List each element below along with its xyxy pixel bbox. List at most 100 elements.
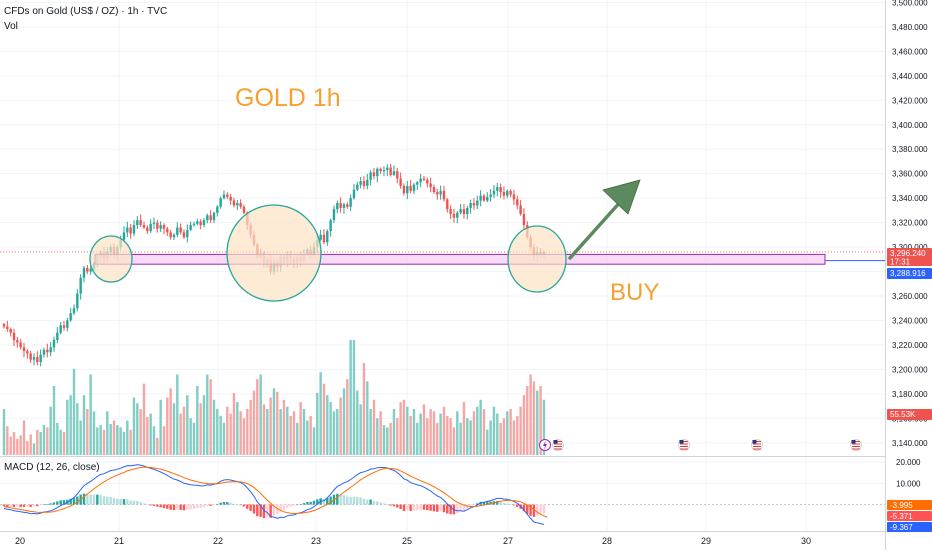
candle-body bbox=[132, 225, 136, 234]
macd-histogram-bar bbox=[132, 500, 136, 505]
candle-body bbox=[439, 190, 442, 195]
macd-histogram-bar bbox=[359, 497, 362, 505]
volume-bar bbox=[69, 395, 72, 455]
level-badge: 3,288.916 bbox=[887, 268, 932, 279]
macd-histogram-bar bbox=[19, 504, 22, 507]
overlays: GOLD 1h BUY bbox=[0, 84, 885, 451]
volume-bar bbox=[66, 399, 69, 455]
candle-body bbox=[389, 167, 392, 175]
volume-bar bbox=[486, 429, 489, 455]
macd-histogram-bar bbox=[366, 499, 369, 505]
candle-body bbox=[496, 187, 499, 191]
candle-body bbox=[172, 234, 176, 238]
candle-body bbox=[509, 190, 512, 195]
volume-bar bbox=[449, 418, 452, 455]
macd-histogram-bar bbox=[449, 504, 452, 515]
candle-body bbox=[222, 194, 226, 199]
macd-histogram-bar bbox=[279, 504, 282, 512]
volume-bar bbox=[36, 429, 39, 455]
macd-histogram-bar bbox=[429, 504, 432, 511]
volume-bar bbox=[392, 409, 396, 455]
macd-histogram-bar bbox=[186, 504, 189, 510]
macd-histogram-bar bbox=[369, 499, 372, 505]
macd-histogram-bar bbox=[352, 496, 356, 505]
volume-bar bbox=[26, 441, 29, 455]
volume-bar bbox=[336, 409, 339, 455]
volume-bar bbox=[62, 432, 66, 455]
macd-histogram-bar bbox=[142, 503, 146, 505]
macd-histogram-bar bbox=[16, 504, 19, 507]
volume-badge-bg bbox=[887, 409, 932, 420]
macd-histogram-bar bbox=[436, 504, 439, 512]
macd-histogram-bar bbox=[476, 503, 479, 505]
candle-body bbox=[356, 184, 359, 190]
macd-line bbox=[3, 464, 545, 525]
lightning-icon-glyph bbox=[543, 440, 547, 450]
volume-bar bbox=[46, 427, 49, 455]
volume-bar bbox=[146, 417, 149, 455]
macd-histogram-bar bbox=[176, 504, 179, 510]
macd-histogram-bar bbox=[199, 504, 202, 508]
candle-body bbox=[42, 349, 46, 355]
volume-bar bbox=[326, 395, 329, 455]
macd-label: MACD (12, 26, close) bbox=[4, 462, 100, 473]
macd-histogram-bar bbox=[289, 504, 292, 507]
candle-body bbox=[6, 326, 9, 330]
macd-histogram-bar bbox=[232, 503, 236, 505]
macd-histogram-bar bbox=[542, 504, 546, 514]
candle-body bbox=[56, 332, 59, 341]
macd-histogram-bar bbox=[399, 504, 402, 510]
candle-body bbox=[232, 200, 236, 206]
candle-body bbox=[196, 221, 199, 224]
macd-histogram-bar bbox=[342, 495, 346, 505]
candle-body bbox=[349, 198, 352, 207]
volume-bar bbox=[109, 423, 112, 455]
macd-histogram-bar bbox=[152, 504, 156, 507]
price-tick-label: 3,440.000 bbox=[892, 72, 928, 81]
volume-bar bbox=[526, 386, 529, 455]
volume-bar bbox=[16, 438, 19, 455]
volume-bar bbox=[112, 420, 116, 455]
candle-body bbox=[66, 320, 69, 328]
volume-bar bbox=[276, 391, 279, 455]
candle-body bbox=[456, 212, 459, 218]
candle-body bbox=[469, 203, 472, 208]
macd-histogram-bar bbox=[29, 504, 32, 507]
macd-histogram-bar bbox=[6, 504, 9, 507]
macd-histogram-bar bbox=[336, 493, 339, 505]
price-tick-label: 3,200.000 bbox=[892, 365, 928, 374]
volume-bar bbox=[439, 413, 442, 455]
macd-histogram-bar bbox=[416, 504, 419, 511]
macd-histogram-bar bbox=[382, 503, 386, 505]
time-tick-label: 30 bbox=[801, 536, 811, 546]
macd-histogram-bar bbox=[362, 498, 366, 505]
time-tick-label: 27 bbox=[503, 536, 513, 546]
macd-histogram-bar bbox=[116, 498, 119, 505]
highlight-circle bbox=[507, 225, 567, 293]
volume-bar bbox=[29, 434, 32, 455]
volume-bar bbox=[6, 426, 9, 455]
volume-bar bbox=[236, 402, 239, 455]
volume-bar bbox=[529, 374, 532, 455]
volume-bar bbox=[406, 406, 409, 455]
macd-histogram-bar bbox=[192, 504, 196, 509]
volume-bar bbox=[319, 372, 322, 455]
candle-body bbox=[136, 220, 139, 226]
macd-histogram-bar bbox=[76, 496, 79, 505]
volume-bar bbox=[219, 415, 222, 455]
support-zone bbox=[94, 253, 826, 265]
candle-body bbox=[336, 203, 339, 210]
candle-body bbox=[206, 215, 209, 221]
volume-bar bbox=[59, 429, 62, 455]
macd-histogram-bar bbox=[412, 504, 416, 511]
volume-bar bbox=[216, 409, 219, 455]
lightning-event-icon bbox=[539, 439, 551, 451]
volume-bar bbox=[129, 429, 132, 455]
candle-body bbox=[516, 199, 519, 206]
candle-body bbox=[329, 220, 332, 232]
volume-bar bbox=[542, 399, 546, 455]
candle-body bbox=[499, 187, 502, 193]
